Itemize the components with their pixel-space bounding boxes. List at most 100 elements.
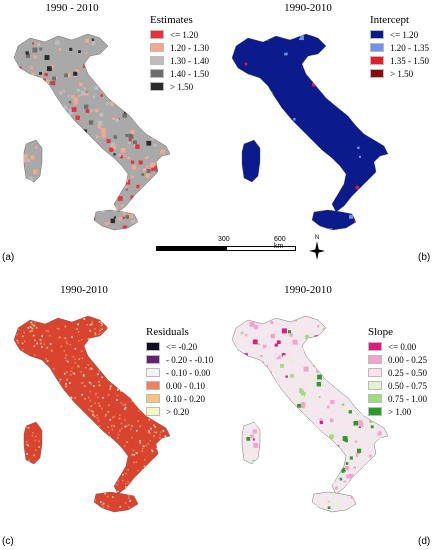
- value-patch: [369, 169, 373, 174]
- value-patch: [317, 452, 321, 457]
- value-patch: [124, 186, 128, 190]
- value-patch: [43, 343, 46, 346]
- value-patch: [327, 228, 333, 230]
- value-patch: [309, 130, 312, 133]
- value-patch: [22, 159, 27, 163]
- value-patch: [17, 513, 19, 515]
- value-patch: [261, 488, 266, 493]
- italy-map-estimates: [13, 33, 171, 231]
- value-patch: [77, 447, 79, 449]
- value-patch: [138, 501, 140, 504]
- value-patch: [138, 372, 141, 375]
- value-patch: [51, 163, 54, 166]
- value-patch: [53, 394, 55, 397]
- value-patch: [59, 378, 62, 381]
- value-patch: [360, 498, 363, 502]
- italy-map-intercept: [231, 33, 389, 231]
- value-patch: [42, 419, 45, 421]
- legend-swatch: [150, 30, 164, 39]
- value-patch: [26, 395, 29, 398]
- value-patch: [42, 225, 46, 230]
- value-patch: [32, 432, 34, 434]
- value-patch: [162, 170, 165, 173]
- value-patch: [78, 224, 84, 230]
- value-patch: [154, 426, 157, 428]
- value-patch: [285, 194, 288, 198]
- value-patch: [44, 72, 48, 77]
- value-patch: [165, 450, 168, 453]
- value-patch: [292, 72, 295, 76]
- value-patch: [120, 204, 124, 208]
- legend-item: > 1.50: [150, 80, 209, 93]
- value-patch: [364, 426, 369, 431]
- value-patch: [149, 505, 152, 507]
- value-patch: [43, 505, 46, 507]
- value-patch: [130, 195, 135, 200]
- value-patch: [328, 365, 333, 370]
- value-patch: [346, 377, 350, 382]
- value-patch: [236, 145, 241, 150]
- value-patch: [73, 438, 76, 440]
- italy-landmass: [13, 33, 171, 231]
- value-patch: [32, 418, 35, 420]
- value-patch: [377, 431, 382, 436]
- value-patch: [100, 94, 103, 97]
- legend-label: 1.20 - 1.35: [390, 42, 429, 53]
- value-patch: [104, 492, 107, 495]
- value-patch: [71, 95, 75, 99]
- value-patch: [14, 460, 16, 462]
- value-patch: [16, 467, 19, 470]
- value-patch: [354, 34, 360, 38]
- value-patch: [136, 372, 139, 375]
- legend: Slope <= 0.00 0.00 - 0.25 0.25 - 0.50 0.50 …: [368, 326, 427, 418]
- value-patch: [367, 499, 370, 503]
- value-patch: [164, 487, 167, 490]
- value-patch: [159, 431, 162, 433]
- value-patch: [76, 465, 79, 467]
- value-patch: [336, 411, 339, 414]
- value-patch: [235, 465, 240, 471]
- value-patch: [52, 154, 56, 158]
- value-patch: [254, 113, 258, 117]
- value-patch: [381, 207, 386, 212]
- value-patch: [17, 199, 23, 204]
- legend-swatch: [146, 368, 160, 377]
- value-patch: [26, 386, 28, 388]
- value-patch: [117, 327, 120, 329]
- value-patch: [64, 337, 67, 340]
- value-patch: [72, 371, 74, 374]
- value-patch: [59, 507, 62, 510]
- value-patch: [141, 349, 143, 352]
- value-patch: [66, 182, 70, 186]
- value-patch: [293, 118, 296, 121]
- value-patch: [84, 104, 89, 109]
- value-patch: [39, 71, 42, 75]
- value-patch: [128, 213, 133, 219]
- value-patch: [355, 487, 358, 491]
- value-patch: [168, 200, 170, 204]
- value-patch: [340, 85, 344, 89]
- value-patch: [38, 440, 40, 443]
- value-patch: [81, 381, 84, 384]
- value-patch: [257, 343, 260, 346]
- value-patch: [46, 441, 49, 444]
- value-patch: [51, 429, 53, 432]
- panel-residuals: 1990-2010 Residuals <= -0.20- 0.20 - -0.…: [0, 282, 218, 550]
- value-patch: [257, 492, 261, 497]
- value-patch: [90, 383, 93, 385]
- value-patch: [14, 225, 18, 230]
- value-patch: [244, 450, 248, 454]
- value-patch: [29, 420, 31, 423]
- value-patch: [272, 322, 276, 327]
- value-patch: [294, 89, 299, 94]
- value-patch: [297, 504, 302, 509]
- value-patch: [337, 466, 341, 470]
- value-patch: [264, 36, 269, 41]
- value-patch: [70, 396, 73, 399]
- value-patch: [329, 56, 333, 60]
- value-patch: [293, 211, 299, 217]
- value-patch: [359, 36, 365, 42]
- value-patch: [319, 418, 323, 422]
- value-patch: [60, 476, 63, 479]
- value-patch: [35, 316, 37, 318]
